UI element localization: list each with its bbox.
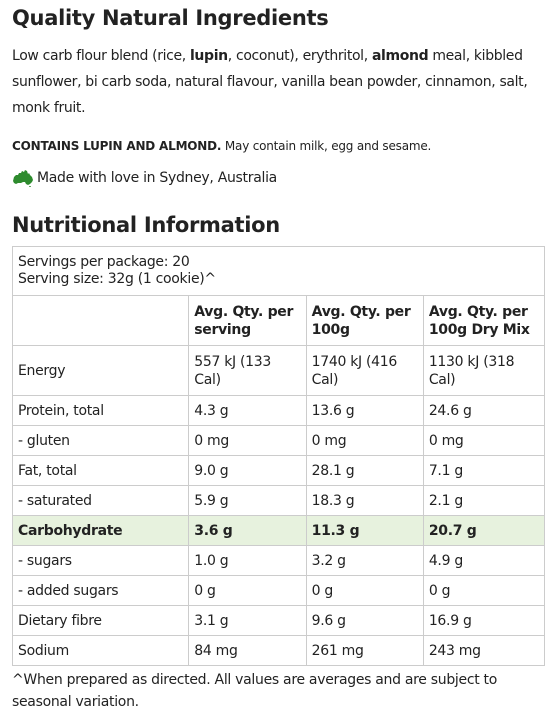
ingredients-heading: Quality Natural Ingredients <box>12 6 329 30</box>
nutrient-name: Protein, total <box>11 395 190 426</box>
value-per-100g-dry: 1130 kJ (318 Cal) <box>422 345 546 396</box>
column-header: Avg. Qty. per 100g <box>305 295 424 346</box>
column-header <box>11 295 190 346</box>
table-row: Sodium 84 mg 261 mg 243 mg <box>11 635 546 666</box>
value-per-100g: 28.1 g <box>305 455 424 486</box>
value-per-100g-dry: 2.1 g <box>422 485 546 516</box>
value-per-100g-dry: 4.9 g <box>422 545 546 576</box>
value-per-100g-dry: 16.9 g <box>422 605 546 636</box>
nutrition-heading: Nutritional Information <box>12 213 280 237</box>
value-per-100g-dry: 7.1 g <box>422 455 546 486</box>
value-per-100g: 3.2 g <box>305 545 424 576</box>
value-per-100g-dry: 243 mg <box>422 635 546 666</box>
value-per-serving: 0 mg <box>188 425 307 456</box>
value-per-100g-dry: 0 mg <box>422 425 546 456</box>
nutrient-name: - added sugars <box>11 575 190 606</box>
table-row: Carbohydrate 3.6 g 11.3 g 20.7 g <box>11 515 546 546</box>
value-per-serving: 3.1 g <box>188 605 307 636</box>
footnote: ^When prepared as directed. All values a… <box>12 672 498 710</box>
ingredients-text: Low carb flour blend (rice, <box>12 48 190 64</box>
value-per-100g: 0 g <box>305 575 424 606</box>
table-row: - gluten 0 mg 0 mg 0 mg <box>11 425 546 456</box>
value-per-100g-dry: 20.7 g <box>422 515 546 546</box>
value-per-100g: 9.6 g <box>305 605 424 636</box>
nutrient-name: - saturated <box>11 485 190 516</box>
nutrient-name: Fat, total <box>11 455 190 486</box>
serving-size: Serving size: 32g (1 cookie)^ <box>18 271 216 287</box>
nutrition-table: Servings per package: 20 Serving size: 3… <box>11 246 546 666</box>
nutrition-table-body: Energy 557 kJ (133 Cal) 1740 kJ (416 Cal) 1… <box>11 345 546 666</box>
nutrient-name: - sugars <box>11 545 190 576</box>
column-header: Avg. Qty. per 100g Dry Mix <box>422 295 546 346</box>
table-row: Protein, total 4.3 g 13.6 g 24.6 g <box>11 395 546 426</box>
table-row: Fat, total 9.0 g 28.1 g 7.1 g <box>11 455 546 486</box>
value-per-100g: 18.3 g <box>305 485 424 516</box>
allergen-contains: CONTAINS LUPIN AND ALMOND. <box>12 139 222 153</box>
ingredients-list: Low carb flour blend (rice, lupin, cocon… <box>12 43 546 121</box>
allergen-statement: CONTAINS LUPIN AND ALMOND. May contain m… <box>12 138 546 154</box>
value-per-100g-dry: 0 g <box>422 575 546 606</box>
australia-map-icon <box>13 170 33 187</box>
origin-text: Made with love in Sydney, Australia <box>37 170 277 186</box>
servings-info: Servings per package: 20 Serving size: 3… <box>12 246 545 296</box>
nutrient-name: Carbohydrate <box>11 515 190 546</box>
value-per-serving: 5.9 g <box>188 485 307 516</box>
nutrient-name: - gluten <box>11 425 190 456</box>
ingredients-text: , coconut), erythritol, <box>227 48 372 64</box>
value-per-serving: 4.3 g <box>188 395 307 426</box>
table-header-row: Avg. Qty. per serving Avg. Qty. per 100g… <box>11 295 546 346</box>
table-row: Energy 557 kJ (133 Cal) 1740 kJ (416 Cal) 1… <box>11 345 546 396</box>
value-per-100g: 261 mg <box>305 635 424 666</box>
value-per-100g: 13.6 g <box>305 395 424 426</box>
value-per-serving: 9.0 g <box>188 455 307 486</box>
origin-line: Made with love in Sydney, Australia <box>12 168 546 188</box>
value-per-serving: 84 mg <box>188 635 307 666</box>
nutrient-name: Dietary fibre <box>11 605 190 636</box>
value-per-100g-dry: 24.6 g <box>422 395 546 426</box>
nutrient-name: Energy <box>11 345 190 396</box>
allergen-lupin: lupin <box>189 48 228 64</box>
nutrient-name: Sodium <box>11 635 190 666</box>
table-row: - sugars 1.0 g 3.2 g 4.9 g <box>11 545 546 576</box>
value-per-100g: 1740 kJ (416 Cal) <box>305 345 424 396</box>
value-per-serving: 1.0 g <box>188 545 307 576</box>
allergen-may-contain: May contain milk, egg and sesame. <box>221 139 432 153</box>
value-per-serving: 557 kJ (133 Cal) <box>188 345 307 396</box>
table-row: Dietary fibre 3.1 g 9.6 g 16.9 g <box>11 605 546 636</box>
column-header: Avg. Qty. per serving <box>188 295 307 346</box>
ingredients-text: meal, kibbled sunflower, bi carb soda, n… <box>12 48 528 116</box>
value-per-100g: 0 mg <box>305 425 424 456</box>
allergen-almond: almond <box>371 48 429 64</box>
value-per-serving: 0 g <box>188 575 307 606</box>
servings-row: Servings per package: 20 Serving size: 3… <box>12 246 545 296</box>
servings-per-package: Servings per package: 20 <box>18 254 190 270</box>
table-row: - saturated 5.9 g 18.3 g 2.1 g <box>11 485 546 516</box>
value-per-100g: 11.3 g <box>305 515 424 546</box>
value-per-serving: 3.6 g <box>188 515 307 546</box>
